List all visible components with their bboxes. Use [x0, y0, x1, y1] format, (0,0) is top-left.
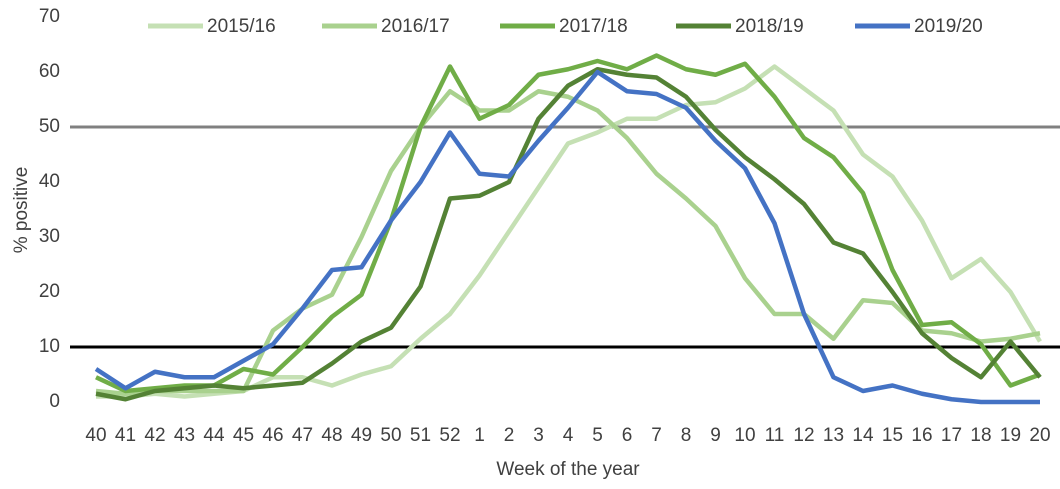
- x-tick-label: 18: [970, 425, 991, 446]
- y-tick-label: 40: [39, 171, 60, 192]
- legend-label: 2018/19: [735, 16, 804, 37]
- x-tick-label: 10: [734, 425, 755, 446]
- legend-label: 2015/16: [207, 16, 276, 37]
- y-tick-label: 50: [39, 116, 60, 137]
- x-tick-label: 16: [911, 425, 932, 446]
- x-tick-label: 52: [439, 425, 460, 446]
- x-tick-label: 48: [321, 425, 342, 446]
- x-tick-label: 15: [882, 425, 903, 446]
- x-tick-label: 17: [941, 425, 962, 446]
- x-tick-label: 42: [144, 425, 165, 446]
- x-tick-label: 50: [380, 425, 401, 446]
- legend-label: 2016/17: [381, 16, 450, 37]
- x-tick-label: 49: [351, 425, 372, 446]
- x-tick-label: 51: [410, 425, 431, 446]
- legend-label: 2017/18: [559, 16, 628, 37]
- x-tick-label: 9: [710, 425, 721, 446]
- x-tick-label: 5: [592, 425, 603, 446]
- x-tick-label: 46: [262, 425, 283, 446]
- x-tick-label: 19: [1000, 425, 1021, 446]
- y-axis-label: % positive: [11, 167, 32, 254]
- x-tick-label: 47: [292, 425, 313, 446]
- legend-label: 2019/20: [914, 16, 983, 37]
- y-tick-label: 10: [39, 336, 60, 357]
- x-tick-label: 4: [563, 425, 574, 446]
- x-tick-label: 20: [1029, 425, 1050, 446]
- series-line: [95, 67, 1042, 402]
- x-tick-label: 45: [233, 425, 254, 446]
- x-tick-label: 2: [504, 425, 515, 446]
- x-tick-label: 13: [823, 425, 844, 446]
- y-tick-label: 0: [49, 391, 60, 412]
- x-tick-label: 8: [681, 425, 692, 446]
- x-tick-label: 40: [85, 425, 106, 446]
- x-tick-label: 12: [793, 425, 814, 446]
- x-tick-label: 44: [203, 425, 225, 446]
- y-tick-label: 70: [39, 6, 60, 27]
- series-line: [95, 53, 1041, 394]
- y-tick-label: 20: [39, 281, 60, 302]
- x-tick-label: 6: [622, 425, 633, 446]
- x-tick-label: 41: [115, 425, 136, 446]
- series-line: [94, 69, 1040, 405]
- y-tick-label: 30: [39, 226, 60, 247]
- x-tick-label: 14: [852, 425, 874, 446]
- x-tick-label: 43: [174, 425, 195, 446]
- x-tick-label: 3: [533, 425, 544, 446]
- x-tick-label: 11: [765, 425, 785, 446]
- x-tick-label: 1: [474, 425, 485, 446]
- y-tick-label: 60: [39, 61, 60, 82]
- x-tick-label: 7: [651, 425, 662, 446]
- x-axis-label: Week of the year: [496, 459, 640, 480]
